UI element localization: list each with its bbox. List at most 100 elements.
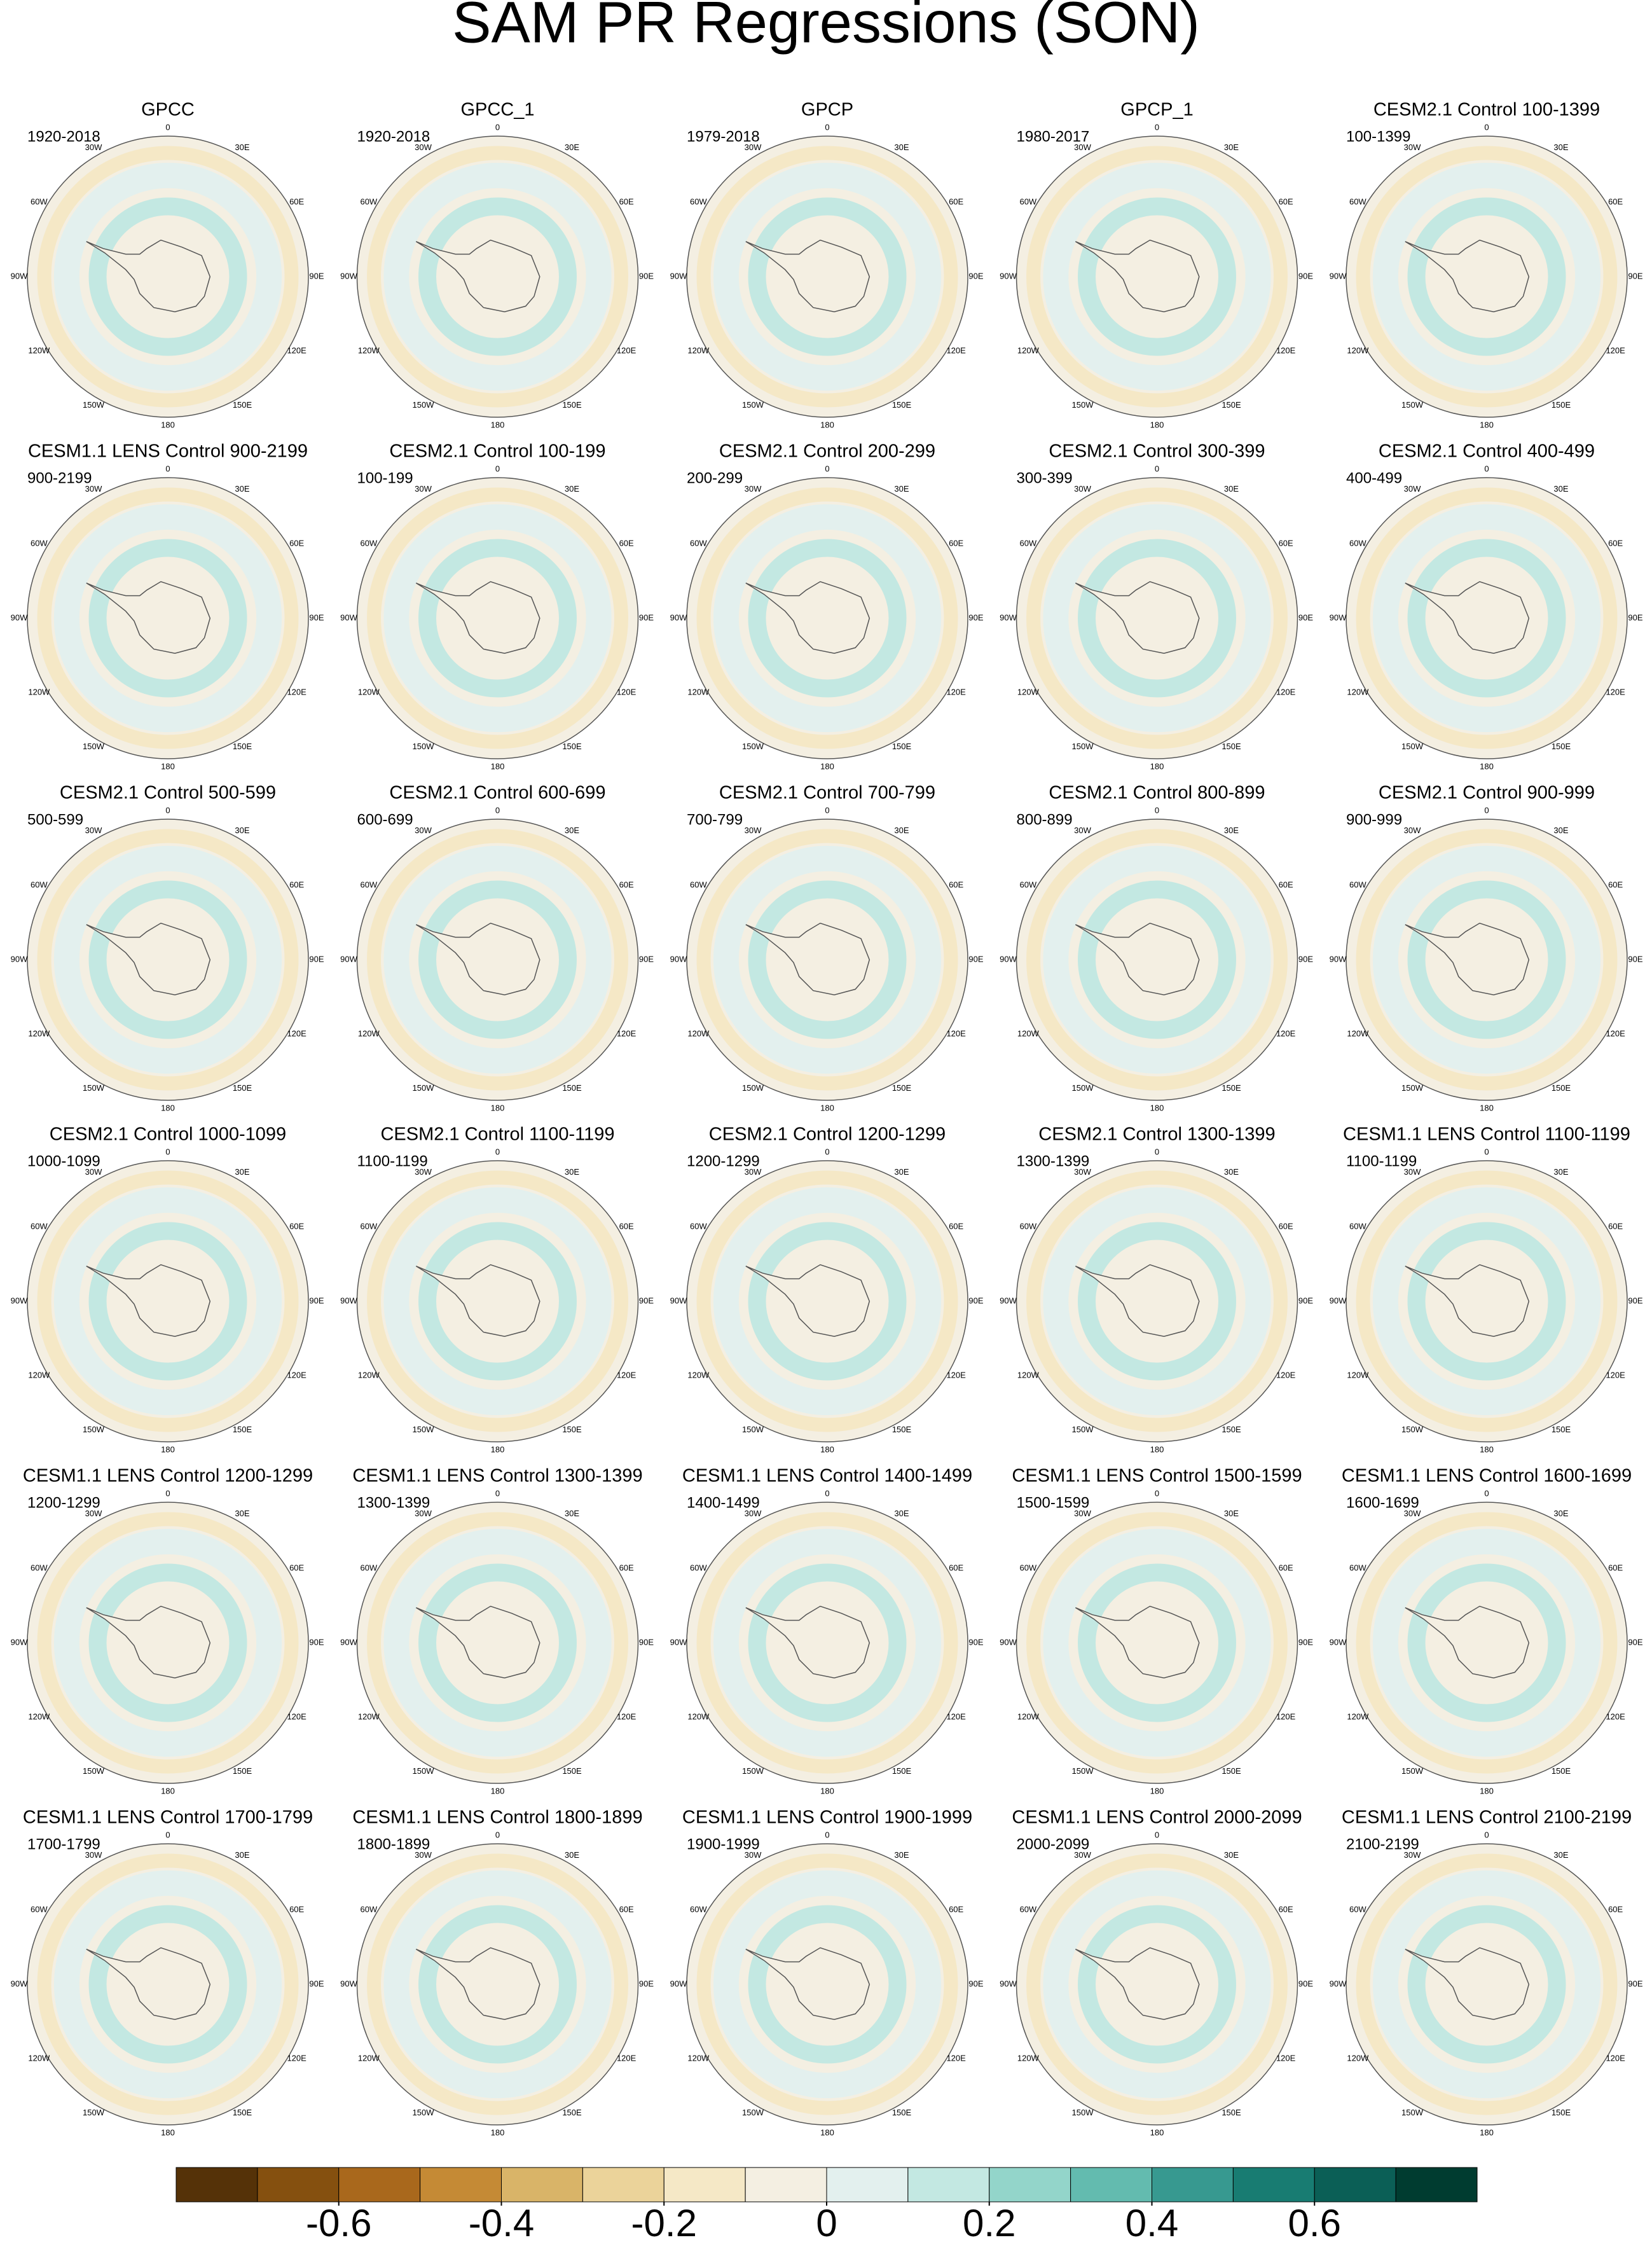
map-band (748, 1563, 907, 1722)
panel-period: 1900-1999 (687, 1836, 760, 1853)
map-band (1372, 1870, 1601, 2099)
coastline (745, 581, 871, 654)
lon-label: 120W (28, 345, 50, 355)
lon-label: 90W (670, 1296, 687, 1305)
panel-title: CESM2.1 Control 700-799 (719, 783, 935, 803)
map-panel: CESM2.1 Control 100-199 100-199 0 30E 60E 90E… (340, 441, 654, 771)
lon-label: 150W (742, 1083, 764, 1093)
lon-label: 120E (946, 1711, 966, 1721)
lon-label: 0 (1155, 122, 1159, 132)
lon-label: 150W (413, 1425, 435, 1434)
lon-label: 30W (745, 826, 762, 835)
map-band (1043, 1870, 1271, 2099)
lon-label: 120E (1606, 1370, 1625, 1379)
lon-label: 120E (1606, 1711, 1625, 1721)
lon-label: 150W (413, 1083, 435, 1093)
lon-label: 0 (165, 122, 170, 132)
lon-label: 150E (233, 1425, 252, 1434)
lon-label: 150E (892, 1083, 912, 1093)
lon-label: 180 (161, 761, 175, 771)
coastline (745, 1264, 871, 1338)
lon-label: 180 (491, 420, 505, 429)
lon-label: 0 (825, 1830, 829, 1839)
lon-label: 120W (358, 2053, 380, 2063)
map-band (713, 162, 942, 391)
lon-label: 0 (495, 122, 500, 132)
panel-title: CESM2.1 Control 1200-1299 (709, 1124, 946, 1145)
lon-label: 90E (1298, 612, 1313, 622)
lon-label: 90W (11, 954, 28, 964)
lon-label: 90E (309, 1637, 324, 1647)
map-panel: CESM1.1 LENS Control 2100-2199 2100-2199 0… (1330, 1808, 1643, 2138)
lon-label: 60E (289, 1221, 304, 1231)
lon-label: 120E (1276, 1370, 1296, 1379)
map-band (88, 539, 247, 698)
lon-label: 0 (1484, 122, 1489, 132)
lon-label: 60W (690, 538, 707, 548)
lon-label: 30W (1404, 1509, 1421, 1518)
coastline (415, 581, 540, 654)
lon-label: 0 (1155, 1830, 1159, 1839)
map-band (53, 504, 282, 733)
map-panel: GPCC 1920-2018 0 30E 60E 90E 120E 150E 180 150W 12… (11, 100, 324, 430)
colorbar-box (257, 2167, 340, 2202)
map-panel: GPCP 1979-2018 0 30E 60E 90E 120E 150E 180 150W 12… (670, 100, 984, 430)
lon-label: 60W (690, 880, 707, 889)
map-band (383, 1870, 612, 2099)
coastline (86, 922, 211, 996)
lon-label: 0 (1484, 805, 1489, 815)
coastline (745, 239, 871, 313)
lon-label: 30W (1404, 826, 1421, 835)
lon-label: 30E (1224, 1850, 1239, 1860)
lon-label: 150E (233, 2108, 252, 2117)
map-band (367, 829, 628, 1091)
lon-label: 180 (1480, 1786, 1494, 1795)
colorbar-box (907, 2167, 990, 2202)
panel-title: CESM2.1 Control 1100-1199 (380, 1124, 614, 1145)
lon-label: 30W (1074, 1509, 1091, 1518)
lon-label: 30E (1224, 1167, 1239, 1177)
map-panel: CESM2.1 Control 800-899 800-899 0 30E 60E 90E… (1000, 783, 1313, 1113)
lon-label: 90E (1298, 954, 1313, 964)
map-band (1043, 1528, 1271, 1757)
colorbar-box (176, 2167, 258, 2202)
map-band (1356, 829, 1618, 1091)
panel-period: 500-599 (27, 811, 83, 828)
map-band (1407, 880, 1566, 1039)
lon-label: 120E (946, 2053, 966, 2063)
lon-label: 60E (619, 1904, 634, 1914)
coastline (86, 1605, 211, 1679)
map-band (696, 1853, 958, 2115)
lon-label: 120E (1276, 1028, 1296, 1038)
lon-label: 0 (165, 1488, 170, 1498)
lon-label: 30W (85, 1850, 102, 1860)
map-band (1026, 146, 1288, 408)
lon-label: 30E (1553, 484, 1568, 494)
map-band (383, 1187, 612, 1416)
lon-label: 150E (892, 742, 912, 751)
coastline (745, 922, 871, 996)
lon-label: 60E (949, 197, 963, 206)
lon-label: 90E (968, 1979, 983, 1988)
lon-label: 120E (617, 687, 637, 696)
lon-label: 30W (415, 1167, 432, 1177)
map-band (88, 1563, 247, 1722)
panel-period: 1500-1599 (1017, 1494, 1090, 1511)
lon-label: 180 (161, 1444, 175, 1454)
lon-label: 150E (562, 2108, 582, 2117)
panel-period: 300-399 (1017, 469, 1073, 487)
lon-label: 120E (1606, 1028, 1625, 1038)
panel-title: CESM1.1 LENS Control 2000-2099 (1012, 1808, 1302, 1828)
panel-title: CESM1.1 LENS Control 900-2199 (28, 441, 308, 462)
map-panel: CESM1.1 LENS Control 1600-1699 1600-1699 0… (1330, 1466, 1643, 1796)
panel-period: 1700-1799 (27, 1836, 100, 1853)
lon-label: 30W (745, 142, 762, 152)
lon-label: 30W (85, 484, 102, 494)
panel-period: 100-1399 (1346, 128, 1410, 145)
lon-label: 60E (289, 1563, 304, 1572)
map-band (367, 1512, 628, 1774)
lon-label: 120W (358, 687, 380, 696)
lon-label: 90E (968, 1296, 983, 1305)
lon-label: 30E (235, 1509, 249, 1518)
